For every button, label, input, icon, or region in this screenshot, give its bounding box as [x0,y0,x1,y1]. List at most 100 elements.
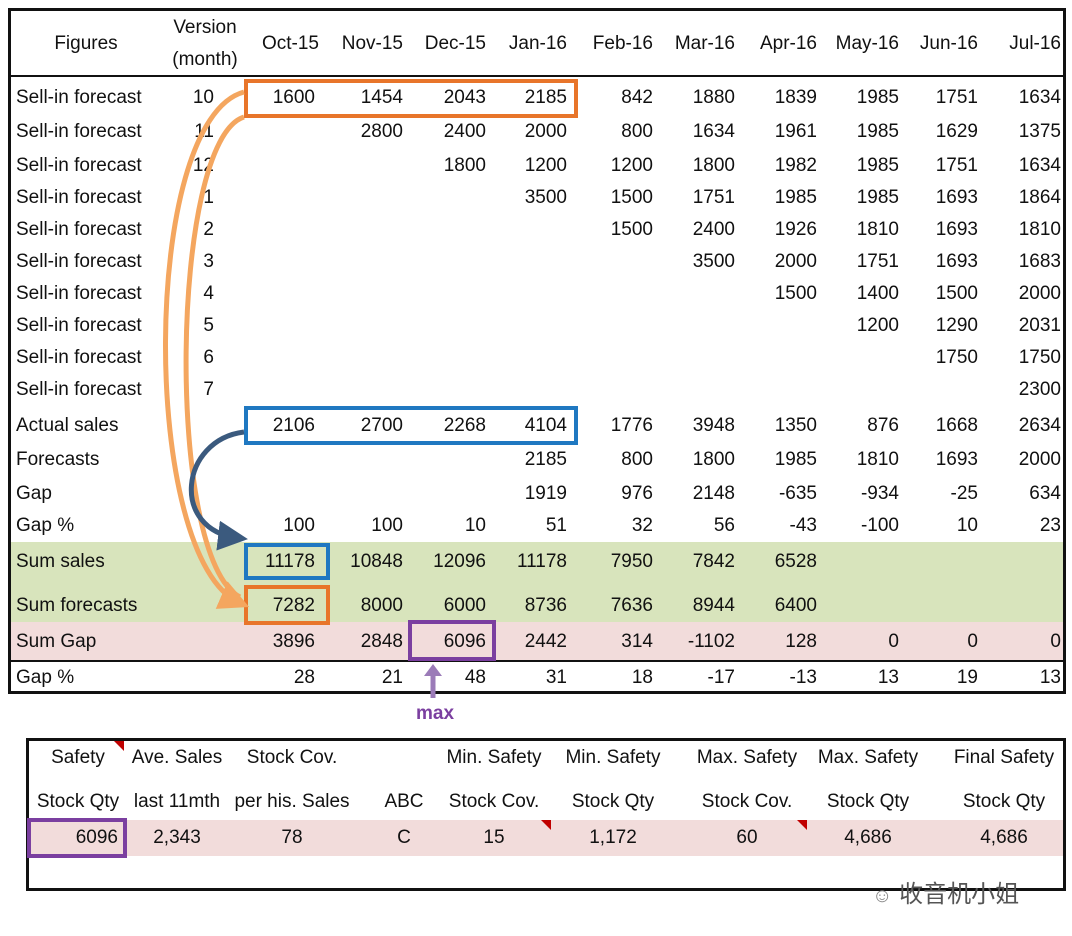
safety-header-line2: Stock Qty [571,791,655,812]
table-cell: 1693 [935,251,978,272]
sum-sales-row-bg [11,542,1063,580]
row-label: Sum forecasts [16,595,138,616]
table-cell: 2000 [1018,283,1061,304]
safety-header-line2: last 11mth [133,791,221,812]
table-cell: 1985 [856,155,899,176]
table-cell: 1810 [1018,219,1061,240]
table-cell: 1750 [935,347,978,368]
row-label: Sell-in forecast [16,347,142,368]
safety-header-line2: Stock Cov. [448,791,540,812]
table-cell: 1926 [774,219,817,240]
table-cell: 10848 [350,551,403,572]
table-cell: 1985 [774,187,817,208]
safety-value: 2,343 [153,827,201,848]
table-cell: 1751 [935,87,978,108]
table-cell: 19 [956,667,978,688]
month-header: Mar-16 [674,33,735,54]
header-divider [11,75,1063,77]
table-cell: 13 [877,667,899,688]
table-cell: 2000 [774,251,817,272]
row-version: 3 [203,251,214,272]
row-label: Forecasts [16,449,100,470]
table-cell: 3500 [692,251,735,272]
purple-box-safety-qty [27,818,127,858]
table-cell: 1751 [935,155,978,176]
table-cell: 1985 [774,449,817,470]
row-label: Actual sales [16,415,119,436]
safety-header-line1: Min. Safety [446,747,542,768]
table-cell: -100 [860,515,899,536]
table-cell: 1751 [692,187,735,208]
safety-header-line1: Stock Cov. [246,747,338,768]
table-cell: 2442 [524,631,567,652]
table-cell: 1375 [1018,121,1061,142]
table-cell: 48 [464,667,486,688]
table-cell: 1290 [935,315,978,336]
table-cell: 1454 [360,87,403,108]
blue-box-sum-sales [244,543,330,580]
table-cell: 2634 [1018,415,1061,436]
row-label: Sell-in forecast [16,379,142,400]
table-cell: 842 [621,87,653,108]
table-cell: 2268 [443,415,486,436]
table-cell: 10 [464,515,486,536]
table-cell: 1985 [856,187,899,208]
table-cell: 1200 [524,155,567,176]
table-cell: 1919 [524,483,567,504]
table-cell: 1776 [610,415,653,436]
safety-header-line1: Ave. Sales [131,747,223,768]
safety-header-line2: Stock Qty [826,791,910,812]
table-cell: 10 [956,515,978,536]
safety-header-line1: Min. Safety [565,747,661,768]
safety-header-line2: per his. Sales [234,791,350,812]
table-cell: 1200 [856,315,899,336]
table-cell: 1500 [935,283,978,304]
row-label: Sum sales [16,551,105,572]
comment-marker [541,820,551,830]
header-version-line2: (month) [172,49,238,70]
table-cell: 1800 [692,155,735,176]
safety-value: 78 [281,827,303,848]
table-cell: 1751 [856,251,899,272]
blue-box-actual-sales [244,406,578,445]
table-cell: 0 [1050,631,1061,652]
table-cell: 7636 [610,595,653,616]
safety-header-line1: Max. Safety [817,747,919,768]
table-cell: 23 [1039,515,1061,536]
safety-value: 6096 [75,827,118,848]
table-cell: 7842 [692,551,735,572]
table-cell: 2300 [1018,379,1061,400]
table-cell: 4104 [524,415,567,436]
table-cell: 2000 [1018,449,1061,470]
table-cell: 12096 [433,551,486,572]
row-label: Sell-in forecast [16,155,142,176]
table-cell: 28 [293,667,315,688]
row-label: Gap [16,483,52,504]
table-cell: 56 [713,515,735,536]
table-cell: 3896 [272,631,315,652]
orange-box-version10 [244,79,578,118]
table-cell: 1500 [774,283,817,304]
safety-header-line2: Stock Qty [36,791,120,812]
safety-header-line2: Stock Qty [962,791,1046,812]
comment-marker [797,820,807,830]
month-header: Dec-15 [424,33,486,54]
safety-value: 1,172 [589,827,637,848]
table-cell: 2106 [272,415,315,436]
table-cell: 100 [283,515,315,536]
table-cell: 8000 [360,595,403,616]
row-label: Sell-in forecast [16,315,142,336]
table-cell: 1693 [935,219,978,240]
month-header: Nov-15 [341,33,403,54]
table-cell: 6528 [774,551,817,572]
table-cell: 0 [967,631,978,652]
row-label: Sell-in forecast [16,219,142,240]
table-cell: 1634 [1018,87,1061,108]
month-header: Jul-16 [1009,33,1061,54]
table-cell: 1683 [1018,251,1061,272]
table-cell: 3500 [524,187,567,208]
purple-box-max-gap [408,620,496,661]
table-cell: 7282 [272,595,315,616]
table-cell: 1864 [1018,187,1061,208]
